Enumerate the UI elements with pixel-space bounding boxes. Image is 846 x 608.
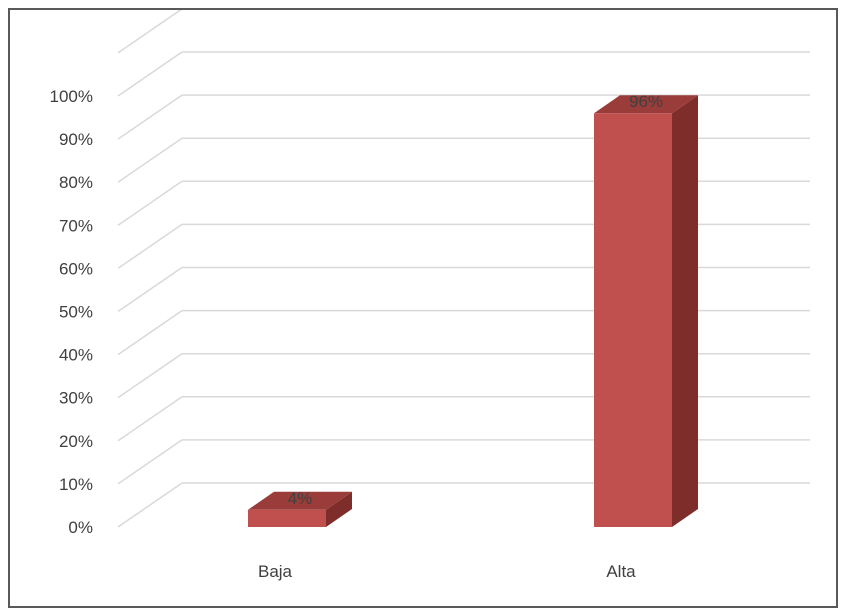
bar-alta xyxy=(594,95,698,528)
y-tick-label: 10% xyxy=(59,475,93,494)
y-tick-label: 50% xyxy=(59,303,93,322)
gridline xyxy=(117,94,810,140)
y-tick-label: 20% xyxy=(59,432,93,451)
y-tick-label: 40% xyxy=(59,346,93,365)
bar-baja xyxy=(248,491,352,527)
x-tick-label: Alta xyxy=(606,562,636,581)
y-tick-label: 60% xyxy=(59,259,93,278)
gridline xyxy=(117,439,810,485)
gridline xyxy=(117,180,810,226)
y-tick-label: 100% xyxy=(50,87,93,106)
data-labels: 4% 96% xyxy=(288,92,663,508)
gridlines xyxy=(117,10,810,528)
y-tick-label: 70% xyxy=(59,216,93,235)
gridline xyxy=(117,51,810,97)
data-label: 96% xyxy=(629,92,663,111)
chart-frame: 0% 10% 20% 30% 40% 50% 60% 70% 80% 90% 100% Baja Al… xyxy=(8,8,838,608)
gridline xyxy=(117,266,810,313)
x-axis-ticks: Baja Alta xyxy=(258,562,636,581)
bar-chart: 0% 10% 20% 30% 40% 50% 60% 70% 80% 90% 100% Baja Al… xyxy=(50,10,810,581)
gridline xyxy=(117,396,810,442)
gridline xyxy=(117,352,810,399)
y-axis-ticks: 0% 10% 20% 30% 40% 50% 60% 70% 80% 90% 100% xyxy=(50,87,93,537)
gridline xyxy=(117,482,810,528)
gridline xyxy=(117,137,810,183)
gridline xyxy=(117,223,810,270)
bars xyxy=(248,95,698,528)
y-tick-label: 0% xyxy=(68,518,93,537)
gridline xyxy=(117,309,810,356)
gridline xyxy=(117,10,182,54)
y-tick-label: 90% xyxy=(59,130,93,149)
y-tick-label: 30% xyxy=(59,389,93,408)
y-tick-label: 80% xyxy=(59,173,93,192)
x-tick-label: Baja xyxy=(258,562,293,581)
data-label: 4% xyxy=(288,489,313,508)
